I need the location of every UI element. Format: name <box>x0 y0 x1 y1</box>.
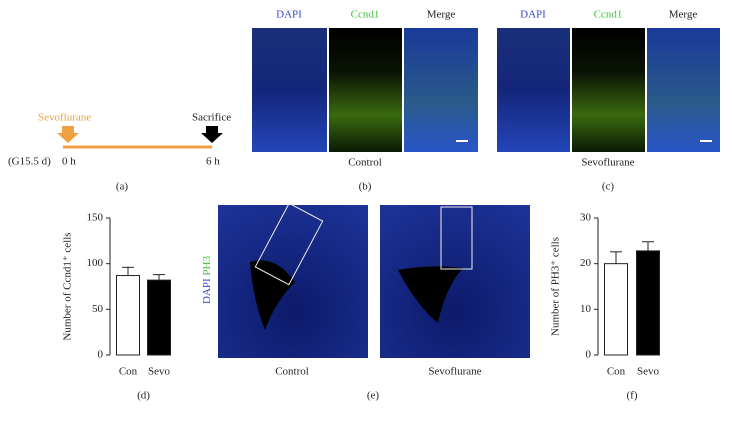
panel-c: DAPI Ccnd1 Merge Sevoflurane (c) <box>497 9 720 193</box>
panel-label: (b) <box>359 181 372 193</box>
timeline: Sevoflurane Sacrifice (G15.5 d) 0 h 6 h … <box>8 112 231 193</box>
y-tick-label: 30 <box>580 212 592 224</box>
y-tick-label: 0 <box>98 349 104 361</box>
y-tick-label: 150 <box>87 212 104 224</box>
y-tick-label: 10 <box>580 303 592 315</box>
x-tick-label: Con <box>119 366 138 378</box>
image <box>404 28 478 152</box>
image <box>252 28 327 152</box>
caption: Sevoflurane <box>581 157 634 169</box>
start-label: 0 h <box>62 156 76 168</box>
end-label: 6 h <box>206 156 220 168</box>
endpoint-label: Sacrifice <box>192 112 231 124</box>
caption: Control <box>348 157 382 169</box>
image <box>380 205 530 358</box>
panel-label: (c) <box>602 181 615 193</box>
x-tick-label: Sevo <box>637 366 660 378</box>
bar <box>116 275 140 356</box>
stain-label: DAPI PH3 <box>201 256 213 304</box>
caption: Sevoflurane <box>428 366 481 378</box>
drug-label: Sevoflurane <box>38 112 91 124</box>
y-axis-label: Number of Ccnd1⁺ cells <box>62 232 74 340</box>
channel-label: DAPI <box>520 9 546 21</box>
bar <box>636 250 660 356</box>
y-tick-label: 100 <box>87 257 104 269</box>
inset-box <box>254 202 324 286</box>
y-tick-label: 0 <box>586 349 592 361</box>
image <box>497 28 570 152</box>
panel-label: (f) <box>627 390 638 402</box>
bar <box>604 263 628 356</box>
end-arrow <box>201 126 223 143</box>
panel-b: DAPI Ccnd1 Merge Control (b) <box>252 9 478 193</box>
stain-dapi: DAPI <box>201 278 213 304</box>
y-tick-label: 20 <box>580 257 592 269</box>
channel-label: Merge <box>669 9 698 21</box>
x-tick-label: Con <box>607 366 626 378</box>
y-tick-label: 50 <box>92 303 104 315</box>
image <box>329 28 402 152</box>
panel-e: DAPI PH3 Control Sevoflurane (e) <box>201 202 530 402</box>
channel-label: Ccnd1 <box>351 9 380 21</box>
panel-label: (d) <box>137 390 150 402</box>
bar <box>147 279 171 356</box>
image <box>572 28 645 152</box>
y-axis-label: Number of PH3⁺ cells <box>550 237 562 336</box>
start-arrow <box>57 126 79 143</box>
channel-label: DAPI <box>276 9 302 21</box>
inset-box <box>440 206 473 270</box>
panel-label: (a) <box>116 181 129 193</box>
panel-label: (e) <box>367 390 380 402</box>
image <box>647 28 720 152</box>
ventricle <box>398 266 463 323</box>
stage-label: (G15.5 d) <box>8 156 51 168</box>
channel-label: Merge <box>427 9 456 21</box>
stain-ph3: PH3 <box>201 256 213 276</box>
x-tick-label: Sevo <box>148 366 171 378</box>
channel-label: Ccnd1 <box>594 9 623 21</box>
ventricle <box>250 260 295 330</box>
caption: Control <box>275 366 309 378</box>
